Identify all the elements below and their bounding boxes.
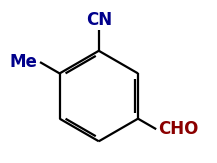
Text: Me: Me [10, 53, 38, 71]
Text: CN: CN [86, 11, 112, 29]
Text: CHO: CHO [158, 120, 198, 138]
